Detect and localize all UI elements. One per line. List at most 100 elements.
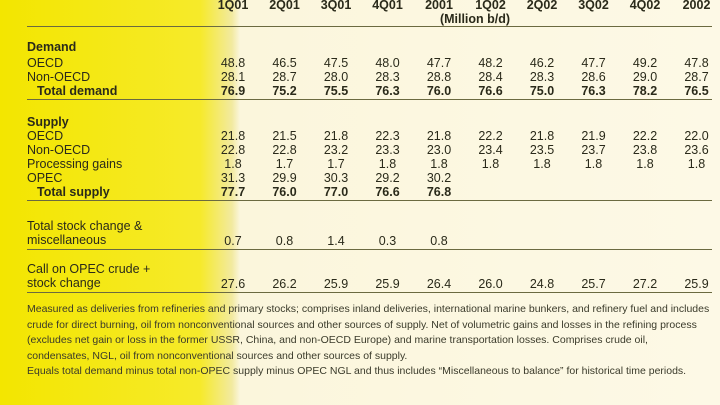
cell: 29.0 [632, 70, 658, 84]
cell: 1.8 [224, 157, 242, 171]
cell: 1.7 [327, 157, 345, 171]
cell: 26.0 [478, 277, 503, 291]
cell: 0.8 [430, 234, 448, 248]
cell: 76.6 [478, 84, 503, 98]
cell: 76.3 [375, 84, 400, 98]
cell: 76.8 [426, 185, 452, 199]
column-header: 3Q01 [320, 0, 352, 12]
rule [27, 200, 712, 201]
rule [27, 26, 712, 27]
column-header: 3Q02 [578, 0, 609, 12]
row-label: OECD [27, 56, 64, 70]
cell: 23.7 [581, 143, 606, 157]
cell: 1.4 [327, 234, 345, 248]
row-label: Non-OECD [27, 70, 91, 84]
row-label: Non-OECD [27, 143, 91, 157]
cell: 22.3 [375, 129, 400, 143]
cell: 1.8 [584, 157, 603, 171]
footnote: Measured as deliveries from refineries a… [27, 303, 710, 331]
rule [27, 99, 712, 100]
cell: 46.2 [529, 56, 555, 70]
cell: 47.7 [581, 56, 606, 70]
cell: 48.8 [220, 56, 246, 70]
cell: 76.0 [426, 84, 452, 98]
cell: 21.8 [323, 129, 349, 143]
column-header: 1Q01 [217, 0, 249, 12]
cell: 30.2 [426, 171, 452, 185]
cell: 46.5 [272, 56, 297, 70]
cell: 23.3 [375, 143, 400, 157]
cell: 29.2 [375, 171, 400, 185]
rule [27, 292, 712, 293]
cell: 21.8 [220, 129, 246, 143]
cell: 1.8 [533, 157, 551, 171]
cell: 23.6 [684, 143, 709, 157]
cell: 27.2 [632, 277, 658, 291]
cell: 25.9 [375, 277, 400, 291]
cell: 21.8 [529, 129, 555, 143]
cell: 76.3 [581, 84, 606, 98]
cell: 0.3 [378, 234, 397, 248]
cell: 28.3 [375, 70, 400, 84]
cell: 47.8 [684, 56, 709, 70]
cell: 22.8 [272, 143, 297, 157]
column-header: 2002 [682, 0, 711, 12]
cell: 26.2 [272, 277, 297, 291]
row-label: OPEC [27, 171, 63, 185]
cell: 25.9 [684, 277, 709, 291]
section-heading: Supply [27, 115, 69, 129]
cell: 22.8 [220, 143, 246, 157]
cell: 76.0 [272, 185, 297, 199]
cell: 24.8 [529, 277, 555, 291]
cell: 23.2 [323, 143, 349, 157]
row-label: OECD [27, 129, 64, 143]
column-header: 2Q01 [269, 0, 300, 12]
cell: 23.0 [426, 143, 452, 157]
cell: 21.5 [272, 129, 297, 143]
row-label: Call on OPEC crude + stock change [27, 262, 151, 290]
cell: 1.8 [687, 157, 706, 171]
cell: 75.0 [529, 84, 555, 98]
cell: 21.8 [426, 129, 452, 143]
column-header: 2Q02 [526, 0, 558, 12]
cell: 28.7 [272, 70, 297, 84]
cell: 28.7 [684, 70, 709, 84]
cell: 1.8 [481, 157, 500, 171]
unit-label: (Million b/d) [439, 12, 511, 26]
cell: 22.2 [478, 129, 503, 143]
cell: 48.0 [375, 56, 400, 70]
column-header: 4Q02 [629, 0, 661, 12]
cell: 25.7 [581, 277, 606, 291]
row-label: Total demand [37, 84, 118, 98]
cell: 23.8 [632, 143, 658, 157]
cell: 47.7 [426, 56, 452, 70]
cell: 26.4 [426, 277, 452, 291]
cell: 48.2 [478, 56, 503, 70]
footnote: Comprises crude oil, condensates, NGL, o… [27, 334, 648, 362]
cell: 1.8 [378, 157, 397, 171]
cell: 1.8 [636, 157, 654, 171]
cell: 30.3 [323, 171, 349, 185]
cell: 1.7 [275, 157, 294, 171]
cell: 28.6 [581, 70, 606, 84]
cell: 49.2 [632, 56, 658, 70]
cell: 22.0 [684, 129, 709, 143]
row-label: Processing gains [27, 157, 123, 171]
row-label: Total stock change & miscellaneous [27, 219, 143, 247]
cell: 27.6 [220, 277, 246, 291]
cell: 21.9 [581, 129, 606, 143]
cell: 76.5 [684, 84, 709, 98]
rule [27, 249, 712, 250]
cell: 1.8 [430, 157, 448, 171]
cell: 47.5 [323, 56, 349, 70]
column-header: 4Q01 [372, 0, 403, 12]
cell: 77.0 [323, 185, 349, 199]
cell: 75.2 [272, 84, 297, 98]
cell: 25.9 [323, 277, 349, 291]
column-header: 1Q02 [475, 0, 506, 12]
column-header: 2001 [425, 0, 453, 12]
cell: 76.6 [375, 185, 400, 199]
cell: 28.1 [220, 70, 246, 84]
